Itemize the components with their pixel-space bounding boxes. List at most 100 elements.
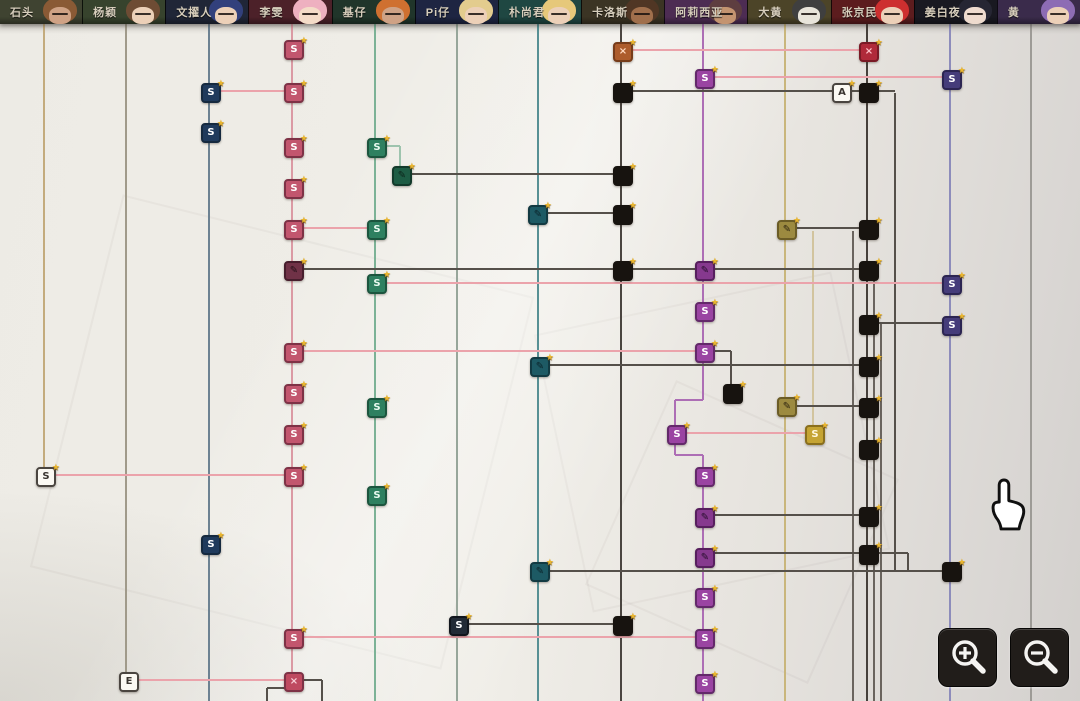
story-node-purpleS[interactable]: S ★ [667, 421, 691, 445]
story-node-greenS[interactable]: S ★ [367, 134, 391, 158]
story-node-navyS[interactable]: S ★ [201, 531, 225, 555]
character-slot-1[interactable]: 石头 [0, 0, 83, 24]
connector-line [292, 268, 867, 270]
story-node-purplePen[interactable]: ✎ ★ [695, 544, 719, 568]
story-node-pinkS[interactable]: S ★ [284, 380, 308, 404]
connector-line [292, 350, 703, 352]
zoom-in-button[interactable] [938, 628, 997, 687]
character-portrait [1038, 0, 1078, 24]
story-node-purpleS[interactable]: S ★ [695, 670, 719, 694]
story-node-black[interactable]: ★ [613, 79, 637, 103]
story-node-navyS[interactable]: S ★ [201, 119, 225, 143]
story-node-goldPen[interactable]: ✎ ★ [777, 216, 801, 240]
story-node-black[interactable]: ★ [613, 612, 637, 636]
character-slot-11[interactable]: 张京民 [830, 0, 914, 24]
story-node-black[interactable]: ★ [859, 257, 883, 281]
story-node-black[interactable]: ★ [859, 394, 883, 418]
node-glyph: S [948, 320, 956, 331]
story-node-black[interactable]: ★ [859, 503, 883, 527]
story-node-black[interactable]: ★ [613, 257, 637, 281]
story-node-pinkS[interactable]: S ★ [284, 216, 308, 240]
star-icon: ★ [874, 394, 883, 404]
story-node-pinkS[interactable]: S ★ [284, 36, 308, 60]
story-node-navyPurpS[interactable]: S ★ [942, 312, 966, 336]
story-node-purplePen[interactable]: ✎ ★ [695, 504, 719, 528]
character-slot-13[interactable]: 黄 [996, 0, 1080, 24]
story-node-black[interactable]: ★ [859, 353, 883, 377]
story-node-darkNavyS[interactable]: S ★ [449, 612, 473, 636]
timeline-line [456, 24, 458, 701]
character-slot-9[interactable]: 阿莉西亚 [664, 0, 748, 24]
story-node-purpleS[interactable]: S ★ [695, 625, 719, 649]
story-node-black[interactable]: ★ [613, 201, 637, 225]
story-node-black[interactable]: ★ [859, 311, 883, 335]
story-node-tealPen[interactable]: ✎ ★ [530, 558, 554, 582]
story-node-goldS[interactable]: S ★ [805, 421, 829, 445]
star-icon: ★ [874, 353, 883, 363]
character-slot-7[interactable]: 朴尚君 [497, 0, 582, 24]
story-node-pinkS[interactable]: S ★ [284, 134, 308, 158]
story-node-black[interactable]: ★ [613, 162, 637, 186]
story-node-purpleS[interactable]: S ★ [695, 339, 719, 363]
story-node-black[interactable]: ★ [942, 558, 966, 582]
story-node-whiteE[interactable]: E [119, 672, 139, 692]
story-node-tealPen[interactable]: ✎ ★ [530, 353, 554, 377]
story-node-purpleS[interactable]: S ★ [695, 65, 719, 89]
timeline-line [949, 24, 951, 701]
zoom-out-button[interactable] [1010, 628, 1069, 687]
story-node-purpleS[interactable]: S ★ [695, 584, 719, 608]
story-node-black[interactable]: ★ [859, 79, 883, 103]
story-node-greenS[interactable]: S ★ [367, 270, 391, 294]
character-slot-8[interactable]: 卡洛斯 [581, 0, 665, 24]
node-glyph: ✎ [535, 566, 545, 577]
story-node-redX[interactable]: × ★ [859, 38, 883, 62]
story-node-pinkS[interactable]: S ★ [284, 421, 308, 445]
story-node-black[interactable]: ★ [859, 436, 883, 460]
story-node-navyS[interactable]: S ★ [201, 79, 225, 103]
character-name: 张京民 [841, 7, 878, 19]
story-node-black[interactable]: ★ [723, 380, 747, 404]
node-glyph: S [42, 471, 50, 482]
character-slot-6[interactable]: Pi仔 [414, 0, 498, 24]
story-node-tealPen[interactable]: ✎ ★ [528, 201, 552, 225]
timeline-line [674, 400, 676, 433]
connector-line [785, 405, 867, 407]
story-node-greenS[interactable]: S ★ [367, 216, 391, 240]
story-node-greenS[interactable]: S ★ [367, 482, 391, 506]
star-icon: ★ [382, 270, 391, 280]
story-node-purpleS[interactable]: S ★ [695, 298, 719, 322]
timeline-line [894, 93, 896, 572]
story-node-pinkS[interactable]: S ★ [284, 175, 308, 199]
story-node-navyPurpS[interactable]: S ★ [942, 66, 966, 90]
story-node-orangeX[interactable]: × ★ [613, 38, 637, 62]
story-node-pinkS[interactable]: S ★ [284, 339, 308, 363]
star-icon: ★ [51, 463, 60, 473]
star-icon: ★ [216, 79, 225, 89]
character-name: Pi仔 [425, 7, 451, 19]
story-node-whiteS[interactable]: S ★ [36, 463, 60, 487]
story-node-greenPen[interactable]: ✎ ★ [392, 162, 416, 186]
story-node-black[interactable]: ★ [859, 216, 883, 240]
timeline-line [702, 455, 704, 701]
story-node-pinkS[interactable]: S ★ [284, 625, 308, 649]
story-node-purplePen[interactable]: ✎ ★ [695, 257, 719, 281]
character-slot-12[interactable]: 姜白夜 [913, 0, 997, 24]
character-slot-2[interactable]: 杨颖 [82, 0, 166, 24]
story-node-whiteA[interactable]: A ★ [832, 79, 856, 103]
star-icon: ★ [792, 216, 801, 226]
timeline-line [399, 146, 401, 174]
story-node-pinkS[interactable]: S ★ [284, 463, 308, 487]
story-node-goldPen[interactable]: ✎ ★ [777, 393, 801, 417]
story-node-navyPurpS[interactable]: S ★ [942, 271, 966, 295]
story-node-purpleS[interactable]: S ★ [695, 463, 719, 487]
character-slot-10[interactable]: 大黄 [747, 0, 831, 24]
story-node-pinkS[interactable]: S ★ [284, 79, 308, 103]
node-glyph: S [207, 127, 215, 138]
story-node-pinkX[interactable]: × [284, 672, 304, 692]
story-node-greenS[interactable]: S ★ [367, 394, 391, 418]
character-slot-3[interactable]: 文擢人 [165, 0, 249, 24]
character-slot-5[interactable]: 基仔 [331, 0, 415, 24]
story-node-pinkPen[interactable]: ✎ ★ [284, 257, 308, 281]
character-slot-4[interactable]: 李雯 [248, 0, 332, 24]
story-node-black[interactable]: ★ [859, 541, 883, 565]
